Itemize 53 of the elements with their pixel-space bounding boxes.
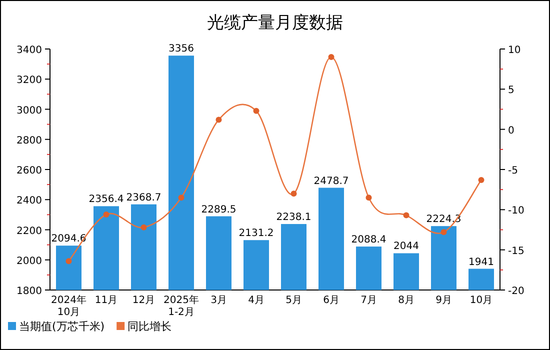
data-label: 2131.2 — [238, 228, 274, 240]
point — [216, 116, 222, 123]
x-tick-label: 8月 — [398, 295, 414, 306]
y2-tick-label: 0 — [508, 125, 514, 136]
x-tick-label: 3月 — [210, 295, 227, 306]
data-label: 2088.4 — [351, 234, 386, 246]
chart-title: 光缆产量月度数据 — [207, 13, 343, 33]
x-tick-label: 5月 — [286, 295, 302, 306]
data-label: 1941 — [468, 256, 494, 268]
x-tick-label: 2025年 1-2月 — [164, 294, 199, 318]
data-label: 2238.1 — [276, 212, 312, 224]
point — [140, 224, 147, 230]
y2-tick-label: -10 — [508, 206, 524, 217]
point — [290, 190, 297, 197]
y-tick-label: 2400 — [16, 196, 42, 207]
data-label: 2289.5 — [201, 204, 236, 216]
x-tick-label: 11月 — [94, 295, 118, 306]
x-tick-label: 2024年 10月 — [51, 294, 86, 318]
data-label: 2368.7 — [126, 192, 162, 204]
y2-tick-label: 10 — [508, 45, 521, 56]
data-label: 3356 — [168, 44, 194, 55]
y2-tick-label: -15 — [508, 246, 524, 257]
point — [403, 212, 410, 218]
y-tick-label: 1800 — [16, 286, 42, 297]
y-tick-label: 3200 — [16, 75, 42, 86]
y-tick-label: 2600 — [16, 166, 42, 176]
x-tick-label: 6月 — [323, 295, 340, 306]
point — [253, 108, 260, 114]
data-label: 2478.7 — [314, 176, 349, 187]
data-label: 2356.4 — [88, 194, 124, 206]
x-tick-label: 10月 — [470, 295, 493, 306]
y-tick-label: 3000 — [16, 105, 42, 116]
x-tick-label: 4月 — [248, 295, 264, 306]
y2-tick-label: -20 — [508, 286, 524, 297]
point — [440, 229, 447, 236]
y-tick-label: 2800 — [16, 135, 42, 146]
point — [103, 211, 110, 218]
legend-label: 同比增长 — [128, 320, 172, 333]
y2-tick-label: 5 — [508, 85, 514, 96]
point — [328, 54, 334, 60]
point — [478, 176, 484, 183]
point — [366, 194, 372, 201]
point — [66, 258, 72, 264]
x-tick-label: 12月 — [132, 295, 156, 306]
data-label: 2044 — [394, 241, 419, 252]
x-tick-label: 7月 — [360, 295, 377, 306]
y-tick-label: 3400 — [16, 45, 42, 56]
point — [178, 194, 184, 201]
y2-tick-label: -5 — [508, 166, 518, 176]
y-tick-label: 2000 — [16, 256, 42, 267]
legend-label: 当期值(万芯千米) — [19, 320, 105, 333]
y-tick-label: 2200 — [16, 226, 42, 237]
x-tick-label: 9月 — [436, 295, 452, 306]
